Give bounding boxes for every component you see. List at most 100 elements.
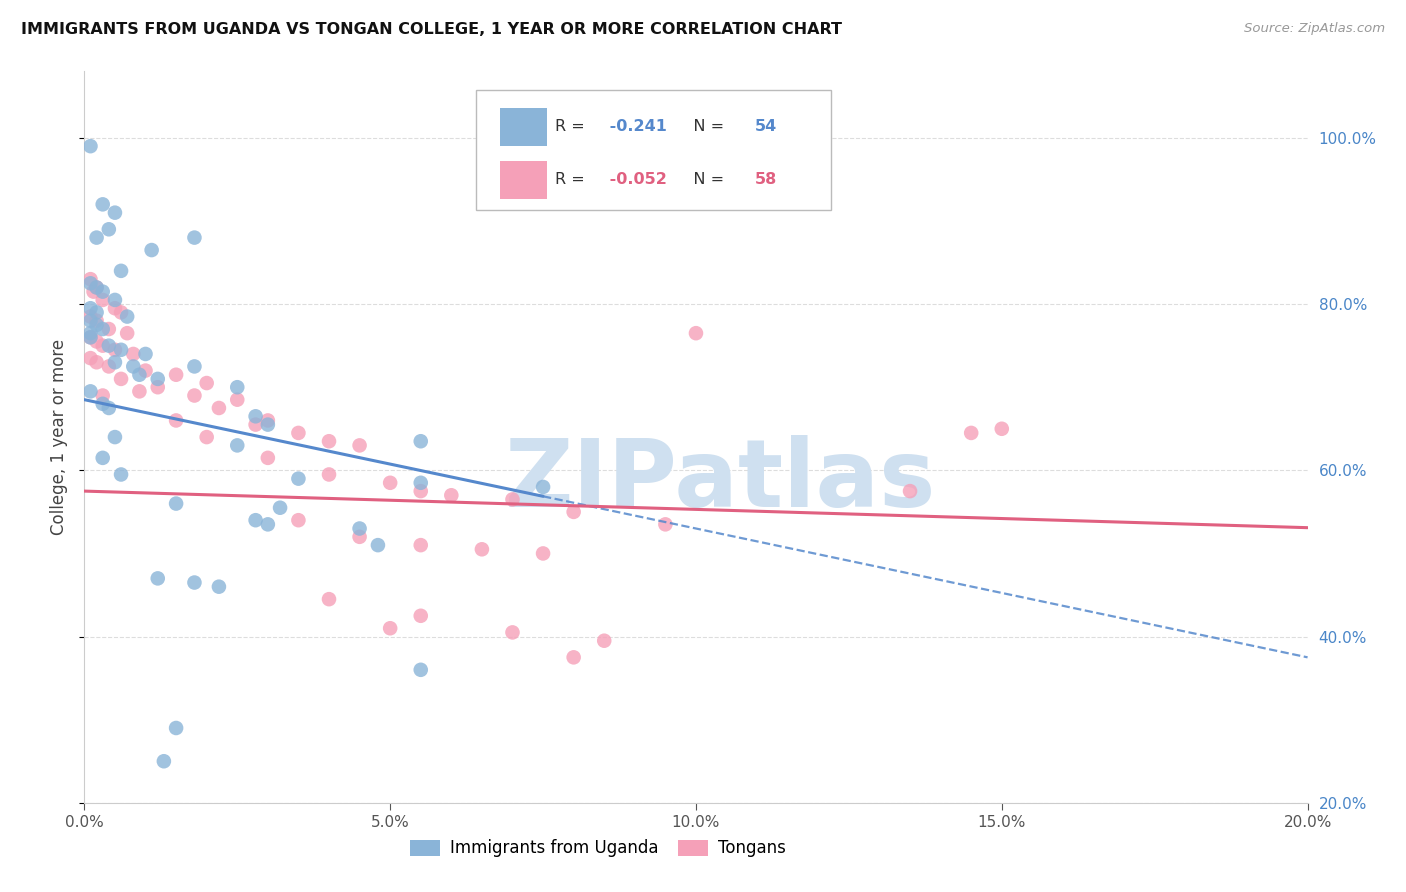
Point bbox=[110, 372, 132, 386]
Point bbox=[135, 363, 157, 377]
Point bbox=[287, 472, 309, 486]
Point bbox=[91, 293, 114, 307]
Point bbox=[226, 392, 249, 407]
Point bbox=[409, 475, 432, 490]
Point bbox=[287, 513, 309, 527]
Point bbox=[367, 538, 389, 552]
Point bbox=[104, 355, 127, 369]
Point bbox=[79, 301, 101, 316]
Point bbox=[146, 380, 169, 394]
Point bbox=[257, 417, 280, 432]
Point bbox=[79, 351, 101, 365]
Point bbox=[409, 663, 432, 677]
Point bbox=[208, 401, 231, 415]
Point bbox=[86, 334, 108, 349]
Point bbox=[960, 425, 983, 440]
Point bbox=[245, 513, 267, 527]
Point bbox=[208, 580, 231, 594]
Legend: Immigrants from Uganda, Tongans: Immigrants from Uganda, Tongans bbox=[404, 832, 793, 864]
Text: R =: R = bbox=[555, 172, 591, 187]
Point bbox=[257, 413, 280, 427]
Text: -0.052: -0.052 bbox=[605, 172, 666, 187]
Point bbox=[226, 438, 249, 452]
Point bbox=[97, 401, 120, 415]
Point bbox=[380, 475, 402, 490]
Text: IMMIGRANTS FROM UGANDA VS TONGAN COLLEGE, 1 YEAR OR MORE CORRELATION CHART: IMMIGRANTS FROM UGANDA VS TONGAN COLLEGE… bbox=[21, 22, 842, 37]
Point bbox=[440, 488, 463, 502]
Point bbox=[409, 434, 432, 449]
Point bbox=[269, 500, 291, 515]
Bar bbox=[501, 161, 547, 199]
Point bbox=[122, 347, 145, 361]
Point bbox=[83, 285, 105, 299]
Point bbox=[183, 359, 205, 374]
Point bbox=[195, 376, 218, 390]
Text: ZIPatlas: ZIPatlas bbox=[505, 435, 936, 527]
Bar bbox=[501, 108, 547, 145]
Point bbox=[86, 280, 108, 294]
Point bbox=[349, 438, 371, 452]
Point bbox=[531, 480, 554, 494]
Text: Source: ZipAtlas.com: Source: ZipAtlas.com bbox=[1244, 22, 1385, 36]
Point bbox=[685, 326, 707, 341]
Text: 54: 54 bbox=[755, 120, 778, 134]
Y-axis label: College, 1 year or more: College, 1 year or more bbox=[51, 339, 69, 535]
Point bbox=[115, 326, 138, 341]
Point bbox=[86, 318, 108, 332]
Point bbox=[97, 222, 120, 236]
Point bbox=[86, 230, 108, 244]
Point bbox=[97, 359, 120, 374]
Point bbox=[318, 592, 340, 607]
Point bbox=[349, 530, 371, 544]
Point bbox=[86, 280, 108, 294]
Point bbox=[122, 359, 145, 374]
Point bbox=[226, 380, 249, 394]
Point bbox=[110, 343, 132, 357]
Point bbox=[245, 417, 267, 432]
Point bbox=[79, 384, 101, 399]
FancyBboxPatch shape bbox=[475, 90, 831, 211]
Point bbox=[183, 575, 205, 590]
Point bbox=[104, 430, 127, 444]
Point bbox=[318, 434, 340, 449]
Point bbox=[115, 310, 138, 324]
Point bbox=[654, 517, 676, 532]
Point bbox=[141, 243, 163, 257]
Point bbox=[79, 330, 101, 344]
Point bbox=[562, 505, 585, 519]
Point bbox=[91, 338, 114, 352]
Point bbox=[91, 197, 114, 211]
Point bbox=[110, 264, 132, 278]
Point bbox=[79, 310, 101, 324]
Point bbox=[146, 372, 169, 386]
Point bbox=[79, 326, 101, 341]
Point bbox=[165, 497, 187, 511]
Point bbox=[104, 293, 127, 307]
Point bbox=[380, 621, 402, 635]
Point bbox=[104, 301, 127, 316]
Point bbox=[79, 330, 101, 344]
Point bbox=[409, 484, 432, 499]
Point bbox=[110, 467, 132, 482]
Point bbox=[165, 721, 187, 735]
Point bbox=[245, 409, 267, 424]
Point bbox=[91, 285, 114, 299]
Text: N =: N = bbox=[678, 172, 728, 187]
Point bbox=[91, 322, 114, 336]
Point bbox=[287, 425, 309, 440]
Point bbox=[898, 484, 921, 499]
Point bbox=[79, 277, 101, 291]
Point bbox=[86, 355, 108, 369]
Text: 58: 58 bbox=[755, 172, 778, 187]
Point bbox=[146, 571, 169, 585]
Point bbox=[183, 230, 205, 244]
Point bbox=[502, 625, 524, 640]
Point bbox=[135, 347, 157, 361]
Point bbox=[593, 633, 616, 648]
Point bbox=[97, 322, 120, 336]
Text: -0.241: -0.241 bbox=[605, 120, 666, 134]
Point bbox=[165, 413, 187, 427]
Point bbox=[91, 388, 114, 402]
Point bbox=[110, 305, 132, 319]
Point bbox=[531, 546, 554, 560]
